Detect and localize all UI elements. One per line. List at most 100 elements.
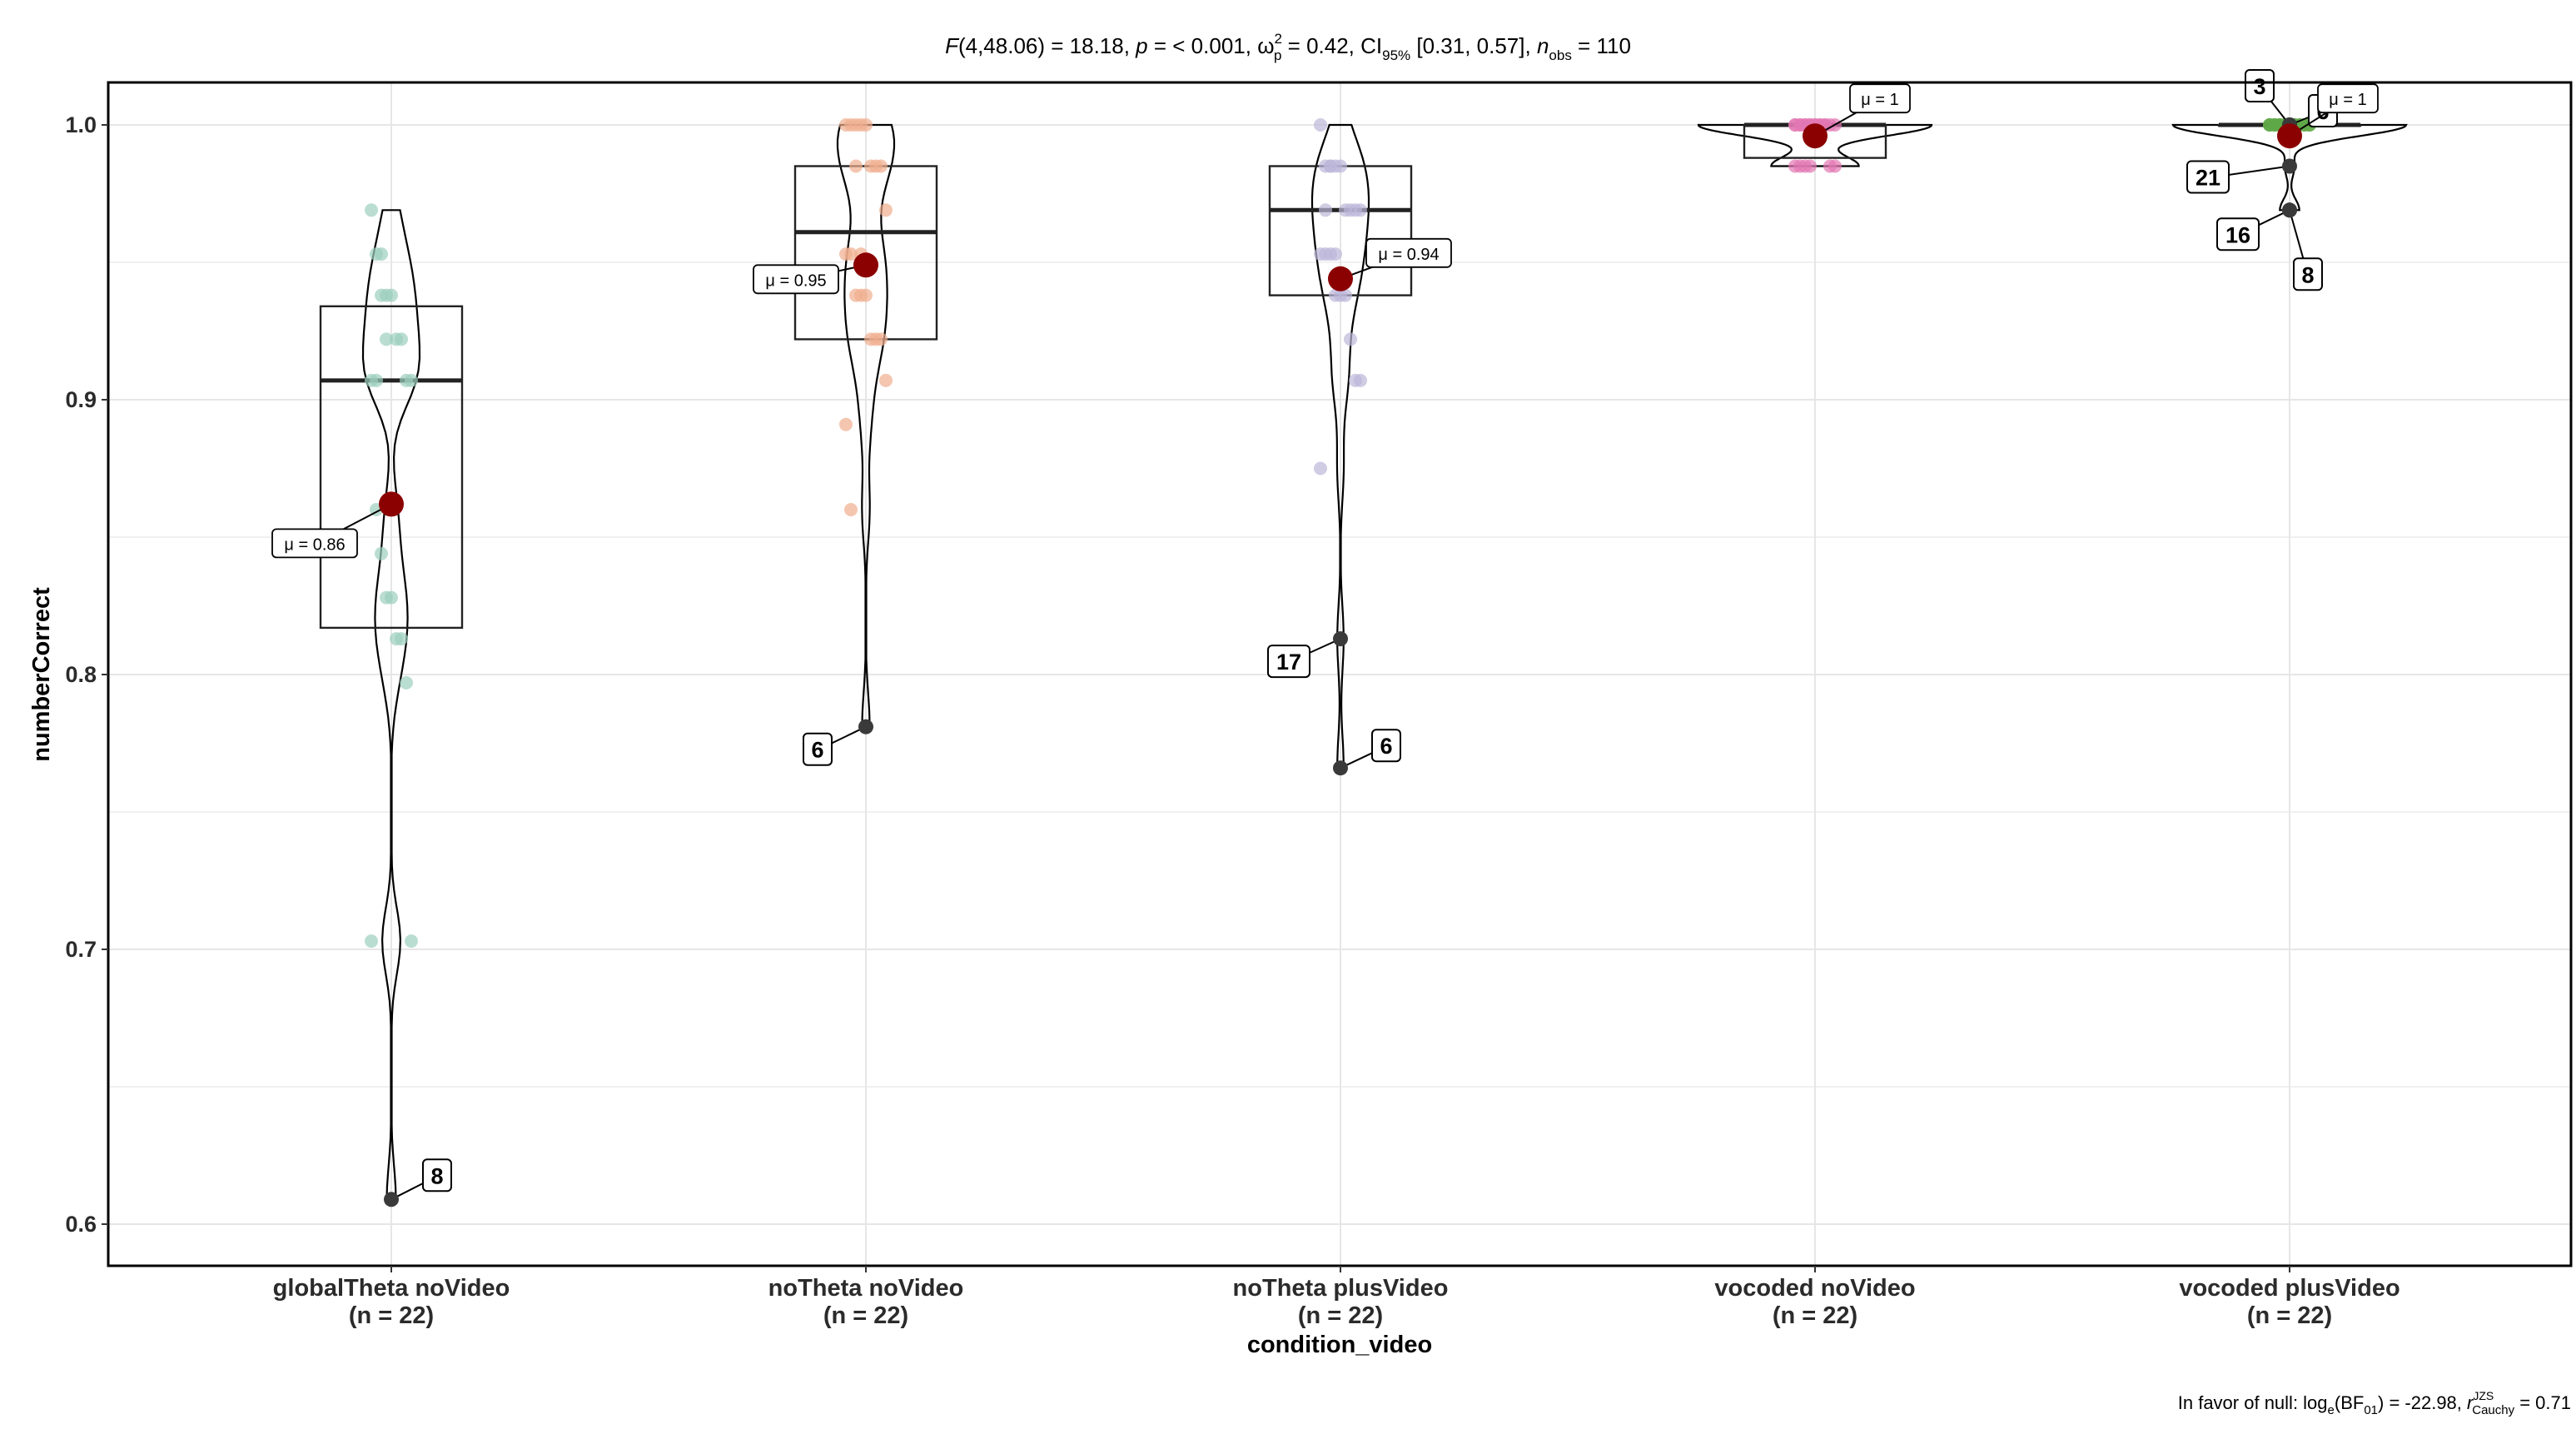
mean-point	[853, 252, 878, 278]
outlier-point	[2282, 202, 2297, 218]
data-point	[849, 159, 863, 173]
data-point	[370, 373, 383, 387]
data-point	[395, 332, 408, 346]
x-tick-count: (n = 22)	[823, 1302, 908, 1329]
violin-layer	[361, 123, 2408, 1201]
footer-bf-close: ) = -22.98,	[2378, 1392, 2467, 1413]
violin-outline	[1310, 123, 1370, 769]
outlier-label-box	[803, 732, 833, 766]
x-tick-count: (n = 22)	[1773, 1302, 1857, 1329]
data-point	[874, 332, 888, 346]
point-layer	[365, 118, 2316, 949]
stat-f-args: (4,48.06) = 18.18,	[958, 33, 1136, 58]
footer-r: r	[2467, 1392, 2474, 1413]
data-point	[365, 934, 378, 949]
data-point	[1334, 159, 1347, 173]
stat-omega-text: = 0.42, CI	[1281, 33, 1382, 58]
data-point	[1828, 159, 1842, 173]
y-tick-label: 0.6	[65, 1212, 97, 1237]
outlier-label-box	[422, 1158, 452, 1193]
y-tick-label: 0.7	[65, 937, 97, 962]
mean-point	[1328, 266, 1353, 291]
stat-omega-sub: p	[1274, 47, 1281, 63]
violin-outline	[1697, 123, 1933, 167]
mean-label-box	[1365, 237, 1452, 268]
stat-ci-sub: 95%	[1382, 47, 1410, 63]
data-point	[405, 934, 418, 949]
outlier-point	[858, 719, 873, 734]
stat-omega-sup: 2	[1275, 31, 1282, 47]
data-point	[1324, 159, 1337, 173]
x-tick-label: noTheta noVideo	[768, 1275, 964, 1302]
outlier-label-box	[1371, 729, 1401, 763]
footer-r-value: = 0.71	[2514, 1392, 2571, 1413]
data-point	[1314, 461, 1327, 476]
mean-point	[2277, 123, 2302, 149]
y-axis-title: numberCorrect	[28, 587, 55, 762]
data-point	[1803, 159, 1817, 173]
x-tick-label: vocoded plusVideo	[2179, 1275, 2399, 1302]
data-point	[1354, 373, 1367, 387]
x-tick-count: (n = 22)	[349, 1302, 434, 1329]
footer-prefix: In favor of null: log	[2178, 1392, 2328, 1413]
stat-p-text: = < 0.001, ω	[1148, 33, 1275, 58]
footer-bf-sub: 01	[2364, 1403, 2378, 1417]
stat-n: n	[1537, 33, 1549, 58]
data-point	[1344, 332, 1357, 346]
data-point	[1354, 203, 1367, 217]
mean-label: μ = 0.95	[765, 271, 826, 290]
outlier-label-box	[2293, 257, 2323, 291]
outlier-point	[2282, 158, 2297, 174]
mean-label-box	[1849, 83, 1911, 114]
violin-outline	[361, 209, 421, 1201]
x-tick-count: (n = 22)	[1298, 1302, 1383, 1329]
data-point	[844, 247, 858, 261]
outlier-label: 17	[1276, 650, 1301, 675]
mean-layer: μ = 0.86 μ = 0.95 μ = 0.94 μ = 1 μ = 1	[271, 83, 2379, 559]
data-point	[395, 632, 408, 646]
data-point	[1319, 203, 1332, 217]
outlier-point	[1333, 760, 1348, 776]
mean-label: μ = 1	[1861, 91, 1898, 109]
mean-label: μ = 1	[2329, 91, 2366, 109]
mean-label-box	[753, 264, 839, 295]
data-point	[375, 546, 388, 560]
outlier-label: 8	[430, 1163, 443, 1188]
data-point	[874, 159, 888, 173]
outlier-point	[1333, 631, 1348, 647]
footer-log-sub: e	[2328, 1403, 2335, 1417]
mean-point	[1803, 123, 1828, 149]
chart-subtitle-stats: F(4,48.06) = 18.18, p = < 0.001, ω2 p = 0…	[945, 31, 1631, 63]
chart-footer-stats: In favor of null: loge(BF01) = -22.98, r…	[2178, 1389, 2571, 1417]
mean-label: μ = 0.94	[1378, 246, 1439, 264]
data-point	[375, 288, 388, 302]
stat-p: p	[1135, 33, 1147, 58]
x-tick-count: (n = 22)	[2247, 1302, 2332, 1329]
data-point	[380, 332, 393, 346]
mean-label-box	[271, 528, 358, 559]
outlier-label: 6	[811, 738, 823, 763]
grid-layer	[108, 82, 2571, 1266]
outlier-label: 16	[2225, 222, 2250, 247]
stat-ci-text: [0.31, 0.57],	[1410, 33, 1537, 58]
data-point	[859, 288, 873, 302]
outlier-label: 8	[2301, 262, 2314, 287]
outlier-point	[384, 1192, 399, 1207]
footer-r-sub: Cauchy	[2472, 1403, 2514, 1417]
stat-f: F	[945, 33, 960, 58]
stat-n-sub: obs	[1549, 47, 1571, 63]
outlier-layer: 861763621168	[384, 69, 2338, 1207]
data-point	[1339, 288, 1352, 302]
data-point	[1329, 247, 1342, 261]
outlier-label-box	[2245, 69, 2275, 102]
y-tick-label: 0.9	[65, 387, 97, 412]
mean-label-box	[2317, 83, 2379, 114]
data-point	[1314, 118, 1327, 132]
x-tick-label: noTheta plusVideo	[1233, 1275, 1449, 1302]
outlier-label: 6	[1380, 734, 1392, 759]
footer-r-sup: JZS	[2473, 1389, 2494, 1402]
mean-point	[379, 491, 404, 517]
footer-bf-open: (BF	[2335, 1392, 2364, 1413]
outlier-label: 21	[2196, 166, 2220, 191]
